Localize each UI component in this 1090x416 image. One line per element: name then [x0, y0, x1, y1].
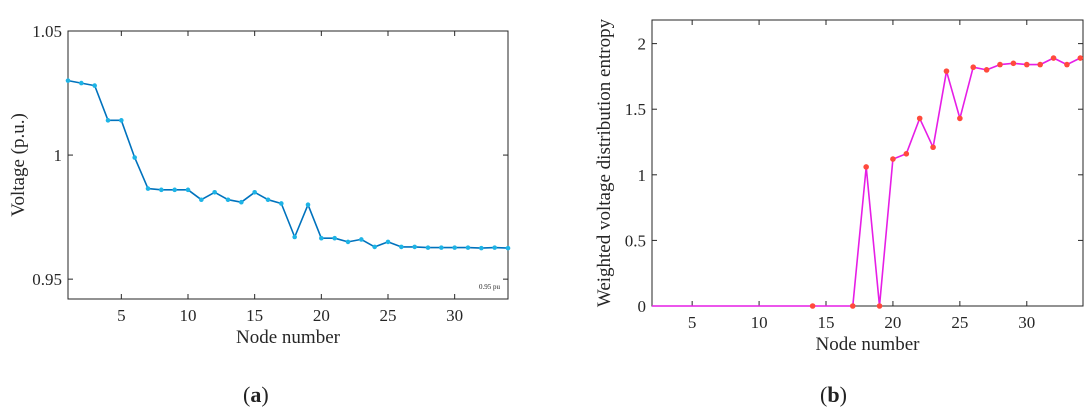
y-tick-label: 0.5 — [625, 231, 646, 250]
x-tick-label: 10 — [751, 313, 768, 332]
data-point — [319, 235, 324, 241]
data-point — [970, 64, 977, 71]
x-tick-label: 15 — [818, 313, 835, 332]
data-point — [863, 164, 869, 170]
data-point — [345, 239, 351, 245]
data-point — [492, 245, 497, 250]
data-point — [65, 78, 71, 83]
data-point — [903, 151, 910, 157]
data-point — [809, 303, 816, 309]
data-point — [239, 199, 244, 205]
data-point — [849, 303, 856, 309]
x-tick-label: 25 — [380, 306, 397, 325]
caption-b: (b) — [820, 382, 847, 408]
caption-a-letter: a — [250, 382, 262, 407]
series-line — [652, 57, 1081, 307]
x-tick-label: 20 — [313, 306, 330, 325]
data-point — [292, 234, 297, 240]
data-point — [479, 245, 484, 251]
y-tick-label: 1 — [54, 146, 63, 165]
y-axis-label: Voltage (p.u.) — [8, 113, 29, 217]
data-point — [252, 189, 257, 195]
data-point — [1023, 61, 1030, 68]
series-line — [67, 79, 509, 249]
data-point — [425, 245, 431, 250]
x-tick-label: 30 — [1018, 313, 1035, 332]
data-point — [957, 115, 963, 122]
x-axis-label: Node number — [816, 334, 921, 355]
data-point — [930, 144, 936, 151]
data-point — [172, 187, 177, 193]
x-tick-label: 30 — [446, 306, 463, 325]
data-point — [412, 244, 417, 250]
chart-a-voltage-profile: 5 10 15 20 25 30 0.95 1 1.05 Node number Voltage (… — [8, 22, 511, 348]
y-tick-label: 0 — [638, 297, 647, 316]
data-point — [1077, 55, 1084, 61]
chart-annotation: 0.95 pu — [479, 283, 501, 291]
x-axis-label: Node number — [236, 327, 341, 348]
data-point — [465, 245, 471, 250]
x-tick-label: 15 — [246, 306, 263, 325]
data-point — [332, 235, 337, 241]
data-point — [890, 156, 896, 162]
data-point — [385, 239, 391, 245]
x-tick-label: 5 — [117, 306, 126, 325]
data-point — [505, 245, 511, 251]
data-point — [265, 197, 271, 203]
data-point — [1010, 60, 1017, 67]
axes-frame — [67, 30, 509, 300]
data-point — [185, 187, 191, 193]
data-point — [399, 244, 404, 250]
x-tick-label: 25 — [951, 313, 968, 332]
caption-a-close: ) — [261, 382, 269, 407]
chart-b-entropy: 5 10 15 20 25 30 0 0.5 1 1.5 2 Node number Weighted … — [594, 18, 1084, 355]
y-tick-label: 0.95 — [32, 270, 62, 289]
data-point — [79, 80, 84, 86]
x-tick-label: 10 — [180, 306, 197, 325]
data-point — [199, 197, 204, 203]
y-tick-label: 1.5 — [625, 100, 646, 119]
data-point — [916, 115, 923, 122]
caption-a-open: ( — [243, 382, 251, 407]
data-point — [212, 189, 217, 195]
y-tick-label: 1 — [638, 166, 647, 185]
caption-a: (a) — [243, 382, 269, 408]
data-point — [279, 201, 284, 206]
data-point — [225, 197, 231, 203]
data-point — [105, 118, 111, 123]
data-point — [119, 118, 124, 123]
data-point — [132, 155, 137, 160]
x-tick-label: 20 — [884, 313, 901, 332]
data-point — [1064, 61, 1070, 68]
data-point — [372, 244, 377, 250]
axes-frame — [651, 19, 1084, 307]
caption-b-open: ( — [820, 382, 828, 407]
caption-b-close: ) — [839, 382, 847, 407]
y-axis-label: Weighted voltage distribution entropy — [594, 18, 615, 307]
data-point — [452, 245, 457, 250]
data-point — [983, 67, 990, 73]
y-tick-label: 2 — [638, 35, 647, 54]
x-tick-label: 5 — [688, 313, 697, 332]
data-point — [997, 61, 1003, 68]
data-point — [1037, 61, 1043, 68]
data-point — [359, 237, 364, 242]
data-point — [159, 187, 164, 193]
data-point — [305, 202, 311, 208]
data-point — [1050, 55, 1057, 61]
data-point — [943, 68, 950, 74]
caption-b-letter: b — [827, 382, 840, 407]
data-point — [92, 83, 97, 88]
data-point — [439, 245, 444, 250]
data-point — [876, 303, 883, 309]
y-tick-label: 1.05 — [32, 22, 62, 41]
data-point — [145, 186, 151, 191]
